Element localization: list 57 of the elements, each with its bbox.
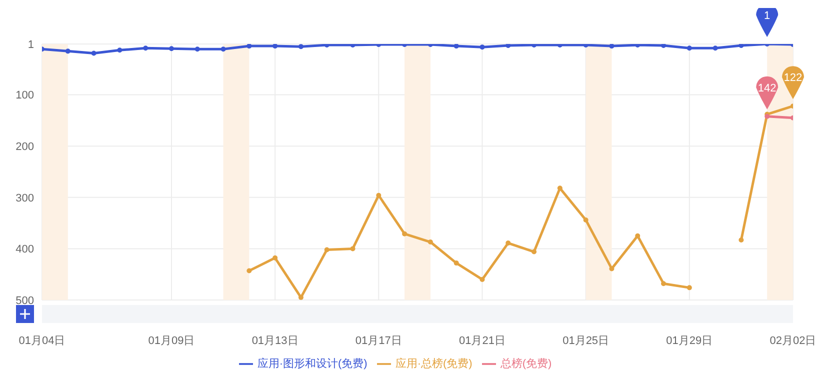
point xyxy=(350,246,356,252)
point xyxy=(661,281,666,286)
point xyxy=(376,192,382,198)
point xyxy=(454,44,459,49)
x-tick-label: 01月25日 xyxy=(562,334,610,347)
point xyxy=(686,46,692,51)
point xyxy=(143,46,148,51)
data-label: 142 xyxy=(758,82,776,94)
point xyxy=(609,266,614,272)
point xyxy=(557,186,562,191)
point xyxy=(712,46,718,51)
point xyxy=(272,44,278,49)
point xyxy=(168,46,174,52)
x-tick-label: 01月09日 xyxy=(148,334,195,347)
point xyxy=(65,48,70,54)
point xyxy=(246,268,252,274)
point xyxy=(220,46,226,52)
point xyxy=(480,44,485,50)
x-tick-label: 01月21日 xyxy=(459,334,506,347)
point xyxy=(506,44,511,48)
point xyxy=(298,294,304,300)
point xyxy=(506,240,511,246)
y-tick-label: 1 xyxy=(28,38,34,51)
point xyxy=(298,44,304,50)
x-tick-label: 01月29日 xyxy=(666,334,713,347)
point xyxy=(428,240,433,245)
point xyxy=(686,285,692,290)
point xyxy=(738,44,744,48)
point xyxy=(583,217,588,222)
point xyxy=(91,50,96,56)
x-tick-label: 02月02日 xyxy=(770,334,816,347)
point xyxy=(738,237,744,242)
point xyxy=(454,260,459,266)
point xyxy=(272,255,278,260)
data-label: 1 xyxy=(764,10,770,22)
point xyxy=(661,44,666,48)
legend-label: 应用·图形和设计(免费) xyxy=(257,358,368,370)
point xyxy=(402,231,408,236)
y-tick-label: 200 xyxy=(16,140,34,153)
data-label: 122 xyxy=(784,72,802,84)
y-tick-label: 100 xyxy=(16,90,34,102)
y-tick-label: 400 xyxy=(16,244,34,256)
y-tick-label: 300 xyxy=(16,192,34,204)
legend-label: 应用·总榜(免费) xyxy=(395,358,472,370)
x-tick-label: 01月04日 xyxy=(18,334,66,347)
x-tick-label: 01月13日 xyxy=(252,334,298,347)
point xyxy=(480,276,485,282)
point xyxy=(246,44,252,49)
point xyxy=(532,249,537,254)
point xyxy=(609,44,614,49)
point xyxy=(194,46,200,52)
x-tick-label: 01月17日 xyxy=(355,334,402,347)
legend-label: 总榜(免费) xyxy=(500,358,552,370)
point xyxy=(635,233,640,238)
y-tick-label: 500 xyxy=(16,294,34,307)
point xyxy=(324,247,330,252)
point xyxy=(117,48,122,53)
